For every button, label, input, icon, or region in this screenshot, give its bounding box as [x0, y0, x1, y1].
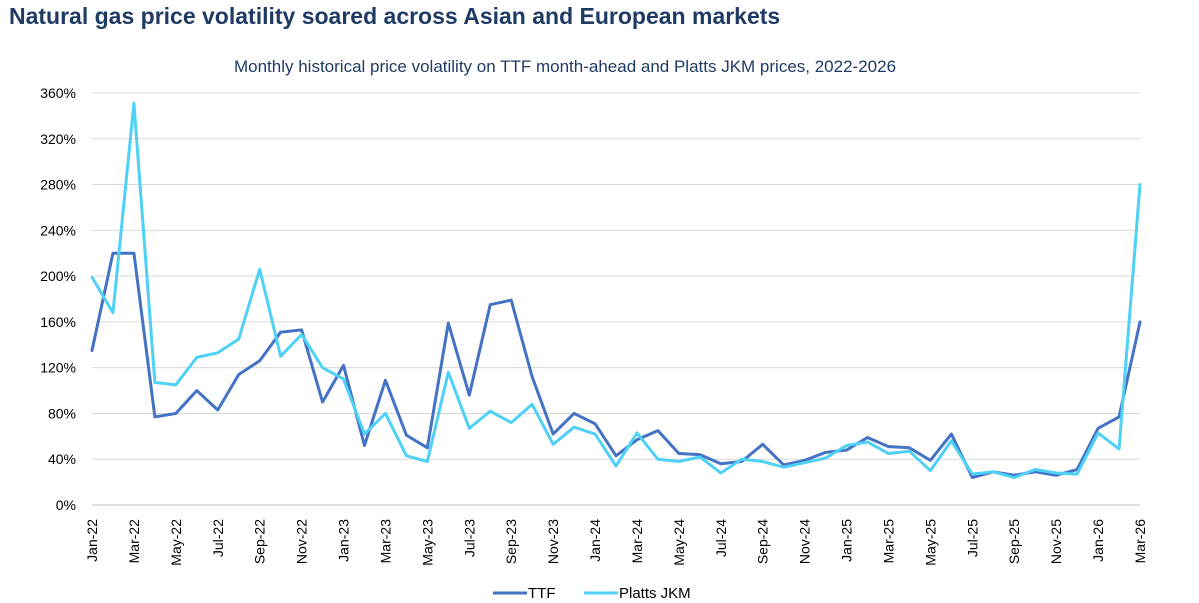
x-tick-label: Mar-24 [629, 519, 645, 564]
gridlines [92, 92, 1140, 460]
x-tick-label: Sep-25 [1006, 519, 1022, 564]
x-tick-label: Jan-24 [587, 519, 603, 562]
x-tick-label: Jul-23 [461, 519, 477, 557]
x-tick-label: Mar-22 [126, 519, 142, 564]
x-tick-label: Jan-26 [1090, 519, 1106, 562]
x-tick-label: Jul-24 [713, 519, 729, 557]
x-tick-label: Jul-25 [964, 519, 980, 557]
y-tick-label: 80% [48, 405, 76, 421]
x-axis-tick-labels: Jan-22 Mar-22 May-22 Jul-22 Sep-22 Nov-22 Jan-… [84, 519, 1148, 566]
series-line-ttf [90, 251, 1142, 480]
series-line-platts-jkm [90, 101, 1142, 480]
y-tick-label: 320% [40, 131, 76, 147]
x-tick-label: Nov-25 [1048, 519, 1064, 564]
x-tick-label: May-22 [168, 519, 184, 566]
legend-label: Platts JKM [619, 585, 691, 602]
legend-label: TTF [528, 585, 556, 602]
x-tick-label: Nov-22 [294, 519, 310, 564]
x-tick-label: May-25 [922, 519, 938, 566]
x-tick-label: Jan-22 [84, 519, 100, 562]
x-tick-label: Nov-24 [797, 519, 813, 564]
x-tick-label: Jan-23 [336, 519, 352, 562]
y-axis-tick-labels: 0% 40% 80% 120% 160% 200% 240% 280% 320% 360% [40, 85, 76, 513]
page-title: Natural gas price volatility soared acro… [9, 3, 781, 29]
x-tick-label: Jul-22 [210, 519, 226, 557]
x-tick-label: May-23 [419, 519, 435, 566]
y-tick-label: 360% [40, 85, 76, 101]
y-tick-label: 0% [56, 497, 76, 513]
y-tick-label: 160% [40, 314, 76, 330]
x-tick-label: Mar-25 [880, 519, 896, 564]
y-tick-label: 120% [40, 360, 76, 376]
y-tick-label: 200% [40, 268, 76, 284]
x-tick-label: Nov-23 [545, 519, 561, 564]
y-tick-label: 240% [40, 222, 76, 238]
chart-subtitle: Monthly historical price volatility on T… [233, 57, 897, 76]
y-tick-label: 280% [40, 177, 76, 193]
x-tick-label: Jan-25 [839, 519, 855, 562]
x-tick-label: Mar-26 [1132, 519, 1148, 564]
legend: TTF Platts JKM [493, 585, 691, 602]
y-tick-label: 40% [48, 451, 76, 467]
x-tick-label: Sep-22 [252, 519, 268, 564]
x-tick-label: Mar-23 [377, 519, 393, 564]
x-tick-label: Sep-23 [503, 519, 519, 564]
x-tick-label: Sep-24 [755, 519, 771, 564]
series-lines [90, 101, 1142, 480]
x-tick-label: May-24 [671, 519, 687, 566]
